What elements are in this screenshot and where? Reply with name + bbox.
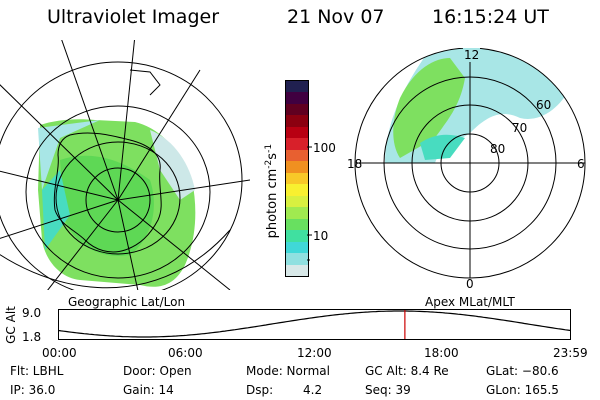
time-label: 16:15:24 UT [432, 6, 549, 28]
colorbar-segment [286, 241, 308, 254]
colorbar-segment [286, 253, 308, 265]
date-label: 21 Nov 07 [287, 6, 385, 28]
mlat-80-label: 80 [490, 142, 506, 156]
seq-status: Seq: 39 [365, 383, 411, 397]
colorbar-segment [286, 264, 308, 276]
timeline-frame [58, 309, 571, 340]
gc-alt-curve [58, 310, 571, 338]
colorbar-label: photon cm-2s-1 [263, 143, 281, 239]
colorbar-tick-10: 10 [313, 229, 329, 243]
ip-status: IP: 36.0 [10, 383, 56, 397]
tick-0600: 06:00 [168, 346, 203, 360]
colorbar-segment [286, 126, 308, 139]
timeline-axis-label: GC Alt [4, 306, 18, 344]
colorbar-segment [286, 184, 308, 196]
mlt-0-label: 0 [466, 277, 474, 291]
mlat-70-label: 70 [512, 121, 528, 135]
instrument-title: Ultraviolet Imager [47, 6, 220, 28]
right-map-caption: Apex MLat/MLT [425, 295, 515, 309]
glat-status: GLat: −80.6 [486, 364, 559, 378]
left-map-caption: Geographic Lat/Lon [68, 295, 186, 309]
magnetic-map [354, 48, 586, 279]
colorbar-segment [286, 161, 308, 173]
colorbar-segment [286, 115, 308, 127]
colorbar-segment [286, 92, 308, 104]
timeline-y-top: 9.0 [22, 306, 42, 320]
mlt-6-label: 6 [577, 157, 585, 171]
mlt-18-label: 18 [347, 157, 363, 171]
tick-2359: 23:59 [553, 346, 588, 360]
tick-0000: 00:00 [42, 346, 77, 360]
dsp-label: Dsp: [246, 383, 274, 397]
mlt-12-label: 12 [463, 48, 481, 62]
colorbar-segment [286, 81, 308, 93]
colorbar-segment [286, 230, 308, 242]
mode-status: Mode: Normal [246, 364, 330, 378]
geographic-map [0, 40, 250, 290]
colorbar-segment [286, 218, 308, 231]
colorbar-segment [286, 149, 308, 162]
colorbar-segment [286, 172, 308, 185]
colorbar-segment [286, 207, 308, 219]
glon-status: GLon: 165.5 [486, 383, 559, 397]
gc-alt-status: GC Alt: 8.4 Re [365, 364, 449, 378]
tick-1800: 18:00 [424, 346, 459, 360]
gain-status: Gain: 14 [123, 383, 174, 397]
colorbar-segment [286, 103, 308, 116]
colorbar-tick-100: 100 [313, 141, 336, 155]
timeline-plot [58, 309, 571, 340]
colorbar [285, 80, 309, 277]
dsp-value: 4.2 [303, 383, 323, 397]
tick-1200: 12:00 [297, 346, 332, 360]
mlat-60-label: 60 [536, 98, 552, 112]
timeline-y-bottom: 1.8 [22, 330, 42, 344]
colorbar-ticks [307, 146, 312, 261]
colorbar-segment [286, 195, 308, 208]
door-status: Door: Open [123, 364, 192, 378]
colorbar-segment [286, 138, 308, 150]
filter-status: Flt: LBHL [10, 364, 64, 378]
